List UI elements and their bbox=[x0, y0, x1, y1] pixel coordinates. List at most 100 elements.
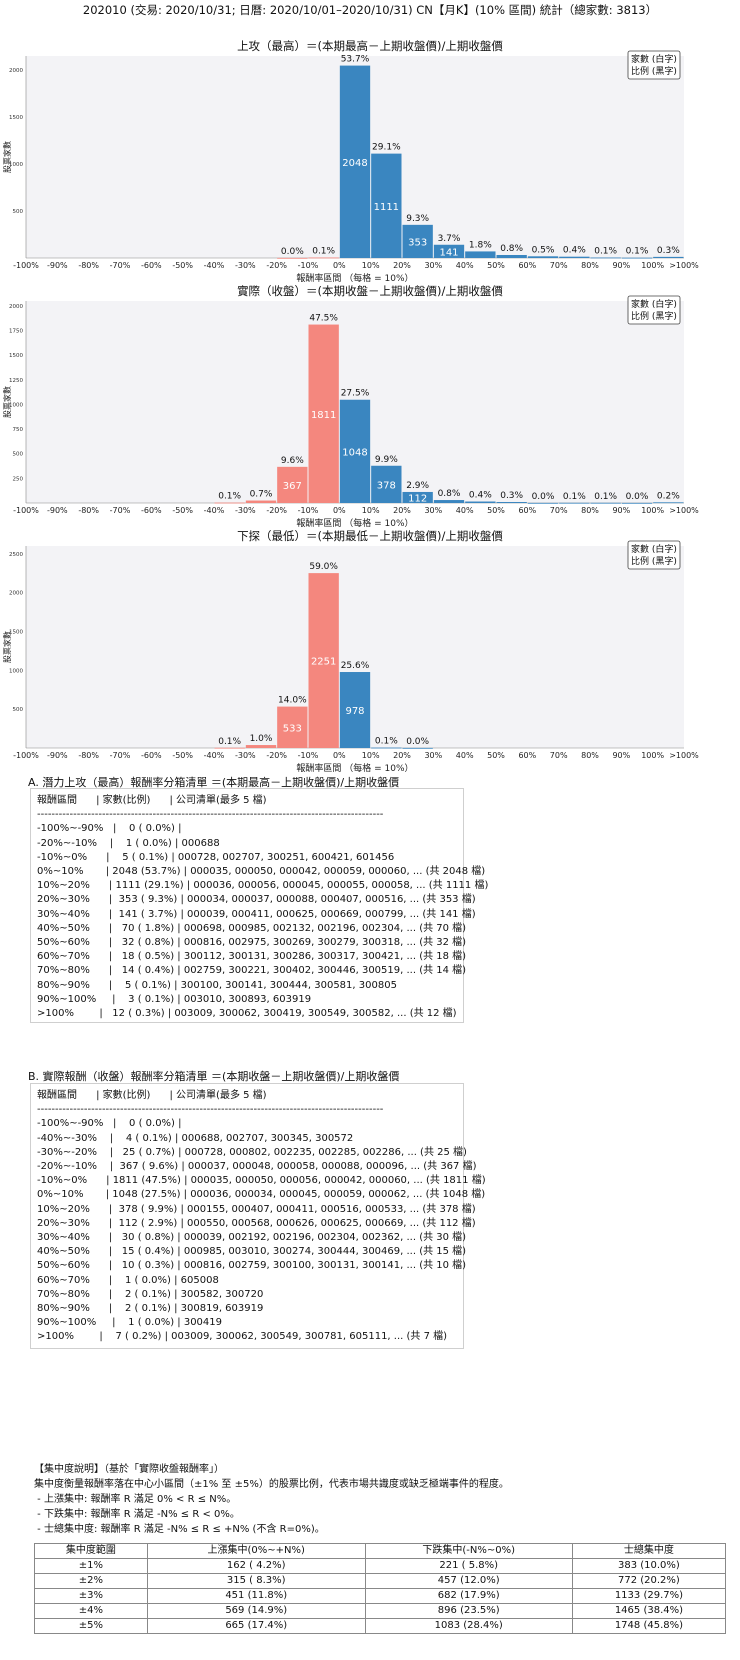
table-cell: ±2% bbox=[34, 1573, 148, 1589]
y-tick-label: 1500 bbox=[9, 353, 23, 359]
bar-pct-label: 0.1% bbox=[218, 492, 241, 502]
list-item: -100%~-90% | 0 ( 0.0%) | bbox=[37, 823, 182, 835]
y-tick-label: 750 bbox=[13, 427, 24, 433]
x-tick-label: 70% bbox=[550, 751, 568, 760]
list-item: 10%~20% | 378 ( 9.9%) | 000155, 000407, … bbox=[37, 1203, 476, 1215]
notes-heading: 【集中度說明】（基於「實際收盤報酬率」） bbox=[34, 1464, 224, 1475]
bar-pct-label: 0.8% bbox=[500, 244, 523, 254]
bar bbox=[402, 491, 433, 503]
table-cell: ±5% bbox=[34, 1618, 148, 1634]
section-a-title: A. 潛力上攻（最高）報酬率分箱清單 ＝(本期最高－上期收盤價)/上期收盤價 bbox=[28, 776, 400, 789]
bar-pct-label: 0.0% bbox=[532, 492, 555, 502]
bar-pct-label: 27.5% bbox=[341, 389, 370, 399]
bar bbox=[245, 745, 277, 748]
bar bbox=[496, 254, 527, 258]
list-item: 70%~80% | 14 ( 0.4%) | 002759, 300221, 3… bbox=[37, 965, 467, 977]
x-tick-label: -90% bbox=[47, 261, 68, 270]
x-tick-label: 60% bbox=[518, 751, 536, 760]
x-tick-label: -10% bbox=[298, 506, 319, 515]
x-tick-label: 30% bbox=[424, 506, 442, 515]
bar bbox=[214, 502, 245, 504]
bar bbox=[308, 324, 339, 503]
list-item: 30%~40% | 141 ( 3.7%) | 000039, 000411, … bbox=[37, 908, 476, 920]
bar bbox=[496, 502, 527, 503]
table-row: ±4% 569 (14.9%) 896 (23.5%) 1465 (38.4%) bbox=[34, 1603, 727, 1619]
bar bbox=[433, 244, 465, 258]
chart-upside: 上攻（最高）＝(本期最高－上期收盤價)/上期收盤價 500 1000 1500 200… bbox=[0, 36, 740, 284]
x-tick-label: -30% bbox=[235, 261, 256, 270]
bar bbox=[214, 747, 245, 749]
y-tick-label: 1000 bbox=[9, 668, 23, 674]
chart-downside: 下探（最低）＝(本期最低－上期收盤價)/上期收盤價 500 1000 1500 200… bbox=[0, 526, 740, 774]
y-axis-label: 股票家數 bbox=[2, 141, 12, 173]
x-tick-label: -50% bbox=[172, 751, 193, 760]
x-tick-label: -10% bbox=[298, 751, 319, 760]
x-tick-label: 50% bbox=[487, 261, 505, 270]
bar-pct-label: 0.4% bbox=[563, 246, 586, 256]
list-item: 40%~50% | 15 ( 0.4%) | 000985, 003010, 3… bbox=[37, 1246, 467, 1258]
x-tick-label: >100% bbox=[669, 261, 699, 270]
legend-line: 家數 (白字) bbox=[631, 298, 677, 310]
section-b-title: B. 實際報酬（收盤）報酬率分箱清單 ＝(本期收盤－上期收盤價)/上期收盤價 bbox=[28, 1070, 400, 1083]
y-axis-label: 股票家數 bbox=[2, 386, 12, 418]
x-tick-label: -50% bbox=[172, 506, 193, 515]
y-axis-label: 股票家數 bbox=[2, 631, 12, 663]
list-item: 90%~100% | 1 ( 0.0%) | 300419 bbox=[37, 1317, 222, 1329]
list-item: 80%~90% | 5 ( 0.1%) | 300100, 300141, 30… bbox=[37, 979, 397, 991]
bar-pct-label: 53.7% bbox=[341, 55, 370, 65]
x-tick-label: >100% bbox=[669, 506, 699, 515]
list-item: 20%~30% | 112 ( 2.9%) | 000550, 000568, … bbox=[37, 1217, 476, 1229]
bar-count-label: 2251 bbox=[311, 657, 336, 668]
x-tick-label: 50% bbox=[487, 506, 505, 515]
list-header: 報酬區間 | 家數(比例) | 公司清單(最多 5 檔) bbox=[37, 795, 267, 806]
table-cell: 451 (11.8%) bbox=[146, 1588, 366, 1604]
bar-pct-label: 0.2% bbox=[657, 491, 680, 501]
bar bbox=[465, 501, 496, 503]
bar bbox=[559, 502, 590, 504]
bar bbox=[308, 257, 339, 259]
y-tick-label: 2500 bbox=[9, 552, 23, 558]
legend-box bbox=[627, 50, 681, 80]
list-item: 0%~10% | 1048 (27.5%) | 000036, 000034, … bbox=[37, 1189, 486, 1201]
x-tick-label: 0% bbox=[333, 261, 346, 270]
y-tick-label: 2000 bbox=[9, 591, 23, 597]
x-tick-label: 0% bbox=[333, 751, 346, 760]
bar-pct-label: 14.0% bbox=[278, 696, 307, 706]
bar bbox=[371, 465, 402, 503]
x-tick-label: -60% bbox=[141, 506, 162, 515]
table-cell: ±1% bbox=[34, 1558, 148, 1574]
x-tick-label: 90% bbox=[612, 506, 630, 515]
chart-downside-svg: 500 1000 1500 2000 2500 股票家數 -100% -90% -80% -70%… bbox=[2, 540, 699, 774]
x-tick-label: 20% bbox=[393, 751, 411, 760]
x-tick-label: -20% bbox=[266, 751, 287, 760]
x-tick-label: >100% bbox=[669, 751, 699, 760]
bar bbox=[245, 500, 277, 503]
list-item: 40%~50% | 70 ( 1.8%) | 000698, 000985, 0… bbox=[37, 922, 467, 934]
section-b-panel: 報酬區間 | 家數(比例) | 公司清單(最多 5 檔) ------------… bbox=[30, 1083, 486, 1349]
bar-pct-label: 0.4% bbox=[469, 491, 492, 501]
bar-count-label: 1048 bbox=[342, 447, 367, 458]
list-item: 0%~10% | 2048 (53.7%) | 000035, 000050, … bbox=[37, 866, 486, 877]
list-item: -20%~-10% | 367 ( 9.6%) | 000037, 000048… bbox=[37, 1161, 477, 1172]
table-cell: 1083 (28.4%) bbox=[364, 1618, 573, 1634]
list-item: 60%~70% | 18 ( 0.5%) | 300112, 300131, 3… bbox=[37, 951, 467, 963]
bar bbox=[402, 224, 433, 258]
chart-title: 下探（最低）＝(本期最低－上期收盤價)/上期收盤價 bbox=[237, 529, 503, 543]
y-tick-label: 1500 bbox=[9, 115, 23, 121]
x-tick-label: 100% bbox=[641, 751, 664, 760]
legend-line: 家數 (白字) bbox=[631, 53, 677, 65]
list-item: -100%~-90% | 0 ( 0.0%) | bbox=[37, 1118, 182, 1130]
table-cell: ±3% bbox=[34, 1588, 148, 1604]
bar-pct-label: 0.1% bbox=[218, 737, 241, 747]
list-item: -10%~0% | 1811 (47.5%) | 000035, 000050,… bbox=[37, 1175, 486, 1187]
bar-pct-label: 0.7% bbox=[250, 490, 273, 500]
list-item: 90%~100% | 3 ( 0.1%) | 003010, 300893, 6… bbox=[37, 993, 312, 1005]
bar bbox=[465, 251, 496, 258]
list-item: 80%~90% | 2 ( 0.1%) | 300819, 603919 bbox=[37, 1303, 264, 1314]
x-tick-label: 90% bbox=[612, 261, 630, 270]
y-tick-label: 1000 bbox=[9, 402, 23, 408]
bar bbox=[653, 502, 684, 504]
x-axis-label: 報酬率區間 （每格 = 10%） bbox=[296, 517, 413, 529]
list-item: -40%~-30% | 4 ( 0.1%) | 000688, 002707, … bbox=[37, 1132, 354, 1144]
table-header: 下跌集中(-N%~0%) bbox=[364, 1543, 573, 1559]
